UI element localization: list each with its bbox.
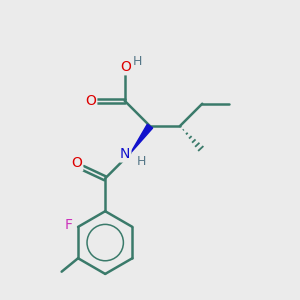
Text: O: O — [71, 156, 82, 170]
Text: O: O — [121, 60, 131, 74]
Polygon shape — [130, 124, 153, 153]
Text: H: H — [137, 155, 147, 168]
Text: H: H — [133, 55, 142, 68]
Text: O: O — [85, 94, 96, 108]
Text: F: F — [64, 218, 73, 233]
Text: N: N — [120, 148, 130, 161]
